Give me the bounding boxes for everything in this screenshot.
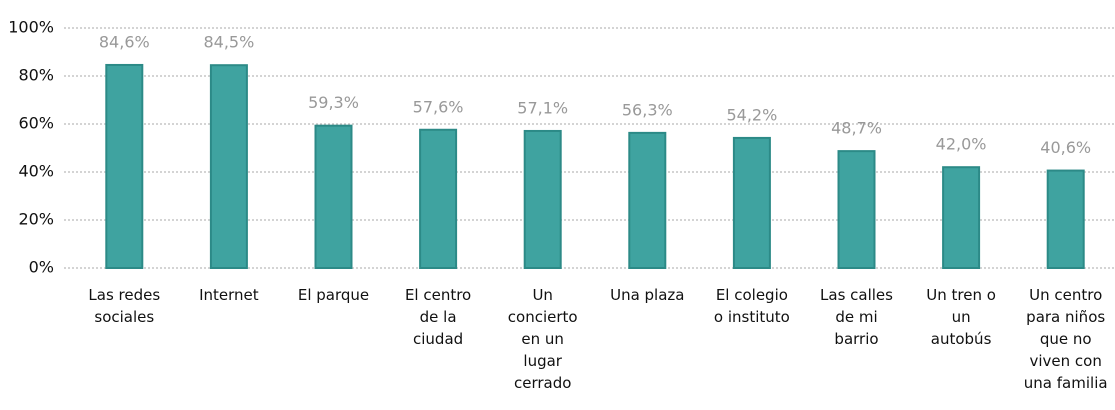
bar — [105, 63, 144, 269]
bar — [523, 129, 562, 269]
bar — [1046, 169, 1085, 269]
y-tick-label: 100% — [8, 18, 54, 37]
y-tick-label: 60% — [18, 114, 54, 133]
bar — [419, 128, 458, 269]
bar — [314, 124, 353, 270]
value-label: 54,2% — [726, 105, 777, 124]
y-tick-label: 20% — [18, 210, 54, 229]
x-tick-label: Internet — [199, 286, 259, 304]
value-label: 57,6% — [413, 97, 464, 116]
value-label: 57,1% — [517, 98, 568, 117]
y-tick-label: 0% — [29, 258, 54, 277]
value-label: 48,7% — [831, 119, 882, 138]
x-tick-label: Un concierto en un lugar cerrado — [507, 286, 578, 392]
x-tick-label: Un centro para niños que no viven con un… — [1023, 286, 1108, 392]
x-tick-label: El centro de la ciudad — [404, 286, 472, 348]
x-tick-label: Las redes sociales — [88, 286, 161, 326]
value-label: 56,3% — [622, 100, 673, 119]
x-tick-label: Las calles de mi barrio — [820, 286, 893, 348]
y-tick-label: 40% — [18, 162, 54, 181]
y-tick-label: 80% — [18, 66, 54, 85]
value-label: 40,6% — [1040, 138, 1091, 157]
x-tick-label: El colegio o instituto — [713, 286, 790, 326]
bar — [732, 136, 771, 269]
bar — [942, 166, 981, 269]
x-tick-label: Un tren o un autobús — [926, 286, 996, 348]
x-tick-label: El parque — [297, 286, 370, 304]
value-label: 84,6% — [99, 32, 150, 51]
value-label: 42,0% — [936, 135, 987, 154]
bar — [628, 131, 667, 269]
x-tick-label: Una plaza — [610, 286, 685, 304]
value-label: 84,5% — [203, 33, 254, 52]
bar — [837, 150, 876, 269]
value-label: 59,3% — [308, 93, 359, 112]
bar — [209, 64, 248, 269]
